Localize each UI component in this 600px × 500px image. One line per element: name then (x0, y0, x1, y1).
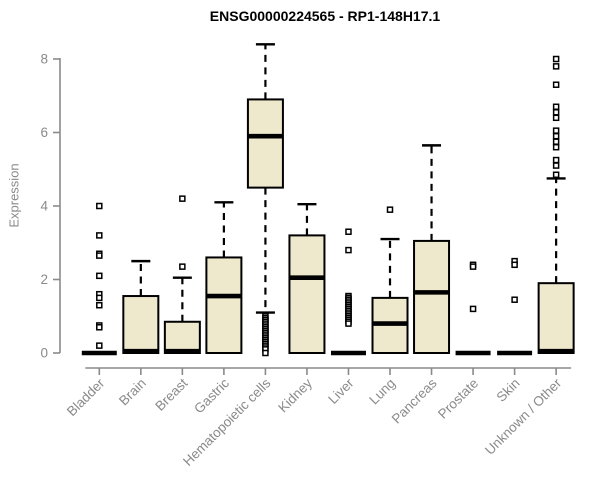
outlier-point (96, 294, 103, 302)
outlier-point (552, 127, 560, 134)
box-iqr (122, 295, 160, 355)
y-tick-label: 2 (40, 272, 48, 287)
boxplot-brain (122, 259, 160, 355)
outlier-point (552, 109, 560, 116)
box-iqr (413, 239, 451, 355)
y-tick-label: 8 (40, 52, 48, 67)
x-axis-label: Prostate (435, 376, 481, 422)
outlier-point (179, 263, 186, 270)
x-axis-label: Liver (325, 375, 357, 407)
outlier-point (469, 263, 477, 270)
box-iqr (288, 234, 326, 354)
outlier-point (511, 261, 518, 269)
outlier-point (96, 232, 103, 239)
outlier-point (179, 195, 186, 202)
boxplot-skin (497, 257, 533, 356)
outlier-point (552, 143, 560, 151)
outlier-point (552, 171, 560, 179)
boxplot-lung (371, 206, 409, 354)
x-axis-label: Breast (152, 375, 190, 413)
y-tick-label: 0 (40, 346, 48, 361)
x-axis-label: Kidney (275, 375, 315, 415)
outlier-point (96, 202, 103, 210)
boxplot-kidney (288, 202, 326, 354)
x-axis-label: Brain (116, 376, 149, 409)
boxplot-hematopoietic-cells (246, 43, 284, 357)
boxplot-liver (330, 228, 366, 356)
chart-title: ENSG00000224565 - RP1-148H17.1 (209, 8, 441, 24)
outlier-point (386, 206, 394, 213)
x-axis-label: Skin (494, 376, 523, 405)
boxplot-gastric (205, 201, 243, 355)
outlier-point (552, 162, 560, 169)
outlier-point (96, 301, 103, 309)
x-axis-label: Unknown / Other (482, 375, 565, 458)
outlier-point (552, 138, 560, 145)
y-axis: 0 2 4 6 8 (40, 52, 61, 361)
boxplot-pancreas (413, 144, 451, 355)
outlier-point (511, 296, 518, 303)
y-tick-label: 6 (40, 125, 48, 140)
outlier-point (96, 342, 103, 349)
outlier-point (345, 320, 352, 327)
outlier-point (552, 103, 560, 111)
outlier-point (345, 228, 352, 235)
x-axis-label: Lung (366, 376, 398, 408)
outlier-point (552, 63, 560, 70)
box-iqr (246, 98, 284, 189)
outlier-point (345, 246, 352, 254)
boxplot-bladder (81, 202, 117, 356)
x-axis-label: Gastric (191, 375, 232, 416)
boxplot-breast (163, 195, 201, 355)
box-iqr (537, 282, 575, 354)
boxplot-unknown-other (537, 55, 575, 354)
outlier-point (469, 305, 477, 313)
outlier-point (552, 132, 560, 140)
outlier-point (552, 114, 560, 122)
outlier-point (96, 252, 103, 259)
x-axis-label: Pancreas (389, 375, 440, 426)
outlier-point (96, 272, 103, 280)
outlier-point (552, 81, 560, 88)
outlier-point (96, 324, 103, 331)
x-axis-label: Bladder (64, 375, 108, 419)
outlier-point (262, 349, 269, 357)
box-iqr (205, 256, 243, 355)
boxplot-prostate (455, 261, 491, 356)
outlier-point (552, 55, 560, 63)
box-iqr (163, 320, 201, 355)
y-tick-label: 4 (40, 199, 48, 214)
outlier-point (552, 156, 560, 164)
